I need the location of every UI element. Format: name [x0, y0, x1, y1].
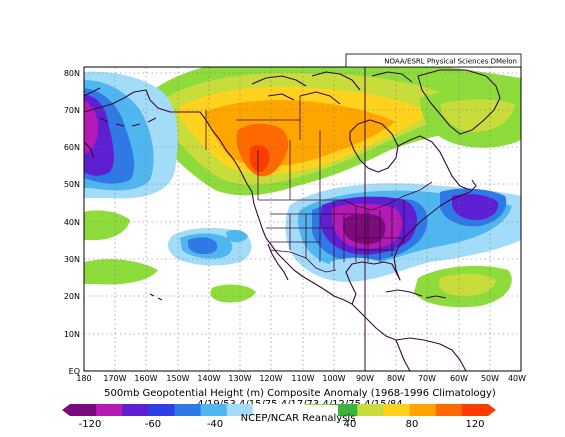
colorbar-cell	[122, 404, 149, 416]
anomaly-fields	[84, 67, 521, 308]
lon-label: 170W	[103, 374, 126, 383]
colorbar-cell	[409, 404, 437, 416]
coastline-hudson-bay	[349, 119, 399, 173]
colorbar-cell	[357, 404, 385, 416]
colorbar-cell	[96, 404, 123, 416]
credit-text: NOAA/ESRL Physical Sciences DMelon	[384, 58, 517, 66]
lon-label: 80W	[387, 374, 405, 383]
lat-label: 80N	[64, 69, 80, 78]
border-us-canada	[258, 181, 433, 211]
colorbar-cell	[226, 404, 254, 416]
coastline-cuba	[385, 289, 423, 297]
colorbar-tick-label: -60	[145, 419, 161, 430]
lat-label: 70N	[64, 106, 80, 115]
negative-anomaly-atlantic-core	[452, 194, 499, 220]
source-label-background	[258, 405, 338, 421]
border-provinces	[236, 96, 321, 200]
colorbar-cell	[148, 404, 176, 416]
lon-label: 180	[76, 374, 91, 383]
lat-label: 20N	[64, 292, 80, 301]
source-label: NCEP/NCAR Reanalysis	[241, 413, 356, 424]
colorbar-tick-label: 80	[406, 419, 419, 430]
colorbar-cell	[174, 404, 202, 416]
positive-anomaly-midpacific	[210, 284, 256, 303]
colorbar-cell	[200, 404, 228, 416]
coastline-greenland	[417, 69, 501, 135]
coastline-aleutians	[99, 117, 157, 127]
political-borders	[205, 96, 433, 273]
colorbar-tick-label: -40	[207, 419, 223, 430]
colorbar-arrow-left	[62, 404, 70, 416]
colorbar-cell	[70, 404, 97, 416]
lon-label: 120W	[259, 374, 282, 383]
longitude-labels: 180 170W 160W 150W 140W 130W 120W 110W 1…	[76, 374, 526, 383]
coastlines	[84, 69, 501, 371]
lon-label: 110W	[291, 374, 314, 383]
lon-label: 140W	[197, 374, 220, 383]
coastline-baja	[267, 243, 289, 281]
lon-label: 150W	[166, 374, 189, 383]
positive-anomaly-atlantic-south-yellow	[438, 273, 496, 297]
lon-label: 90W	[356, 374, 374, 383]
border-us-mexico	[269, 249, 337, 273]
coastline-labrador	[397, 135, 471, 191]
colorbar-cell	[461, 404, 489, 416]
lon-label: 70W	[418, 374, 436, 383]
coastline-hispaniola	[425, 295, 447, 299]
negative-anomaly-trough-core	[343, 213, 386, 245]
lat-label: EQ	[69, 367, 80, 376]
coastline-siberia	[84, 87, 101, 159]
lat-label: 60N	[64, 143, 80, 152]
latitude-labels: 80N 70N 60N 50N 40N 30N 20N 10N EQ	[64, 69, 80, 376]
lon-label: 50W	[481, 374, 499, 383]
negative-anomaly-pacific-small	[226, 229, 248, 243]
lon-label: 160W	[134, 374, 157, 383]
plot-title: 500mb Geopotential Height (m) Composite …	[104, 388, 496, 399]
map-frame	[83, 66, 522, 372]
coastline-hawaii	[149, 293, 163, 301]
coastline-central-america	[351, 303, 467, 371]
negative-anomaly-northwest-violet	[84, 100, 98, 154]
colorbar: NCEP/NCAR Reanalysis -120 -60 -40 40 80 …	[62, 404, 496, 430]
credit-box	[345, 53, 522, 68]
lon-label: 100W	[322, 374, 345, 383]
lat-label: 30N	[64, 255, 80, 264]
colorbar-tick-label: 120	[465, 419, 484, 430]
coastline-gulf-east	[345, 179, 477, 305]
coastline-south-america-west	[395, 339, 411, 371]
lon-label: 60W	[450, 374, 468, 383]
lat-label: 40N	[64, 218, 80, 227]
positive-anomaly-core	[250, 145, 270, 173]
negative-anomaly-pacific-deep	[188, 237, 218, 254]
lon-label: 40W	[508, 374, 526, 383]
positive-anomaly-pacific-south	[84, 259, 158, 285]
lat-label: 10N	[64, 330, 80, 339]
positive-anomaly-pacific-west	[84, 210, 130, 240]
colorbar-tick-label: 40	[344, 419, 357, 430]
colorbar-cell	[383, 404, 411, 416]
coastline-arctic-islands	[251, 71, 413, 105]
border-us-states	[266, 200, 405, 270]
coastline-alaska-west-coast	[84, 89, 353, 305]
colorbar-arrow-right	[488, 404, 496, 416]
map-area: NOAA/ESRL Physical Sciences DMelon	[83, 53, 522, 372]
colorbar-tick-label: -120	[79, 419, 102, 430]
lat-label: 50N	[64, 180, 80, 189]
colorbar-cell	[435, 404, 463, 416]
lon-label: 130W	[228, 374, 251, 383]
